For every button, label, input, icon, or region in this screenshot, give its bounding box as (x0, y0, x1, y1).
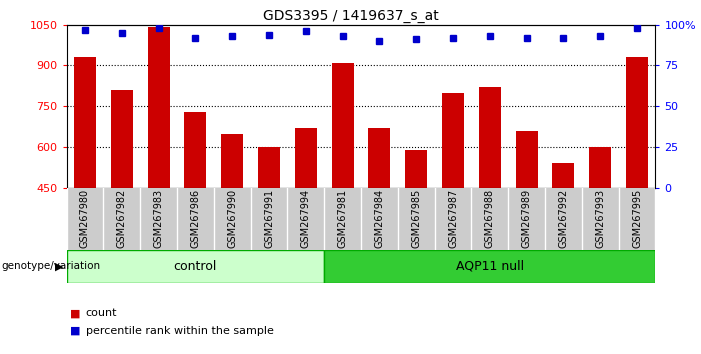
Bar (405, 150, 428, 188)
Text: GSM267992: GSM267992 (559, 189, 569, 248)
Bar (222, 134, 243, 188)
Text: GDS3395 / 1419637_s_at: GDS3395 / 1419637_s_at (263, 9, 438, 23)
Text: GSM267982: GSM267982 (117, 189, 127, 248)
Text: GSM267984: GSM267984 (374, 189, 384, 248)
Bar (324, 250, 655, 283)
Text: ▶: ▶ (55, 261, 63, 272)
Bar (295, 129, 317, 188)
Bar (590, 147, 611, 188)
Bar (332, 63, 354, 188)
Text: genotype/variation: genotype/variation (1, 261, 100, 272)
Text: GSM267985: GSM267985 (411, 189, 421, 248)
Text: count: count (86, 308, 117, 318)
Bar (479, 87, 501, 188)
Bar (369, 129, 390, 188)
Bar (442, 93, 464, 188)
Text: GSM267983: GSM267983 (154, 189, 163, 248)
Text: GSM267994: GSM267994 (301, 189, 311, 248)
Text: GSM267986: GSM267986 (191, 189, 200, 248)
Text: GSM267989: GSM267989 (522, 189, 531, 248)
Text: control: control (174, 260, 217, 273)
Text: ■: ■ (70, 308, 81, 318)
Text: GSM267990: GSM267990 (227, 189, 237, 248)
Bar (111, 90, 133, 188)
Bar (67, 250, 324, 283)
Bar (626, 57, 648, 188)
Text: GSM267987: GSM267987 (448, 189, 458, 248)
Text: ■: ■ (70, 326, 81, 336)
Text: AQP11 null: AQP11 null (456, 260, 524, 273)
Text: percentile rank within the sample: percentile rank within the sample (86, 326, 273, 336)
Bar (258, 147, 280, 188)
Text: GSM267991: GSM267991 (264, 189, 274, 248)
Bar (147, 27, 170, 188)
Bar (184, 112, 207, 188)
Text: GSM267988: GSM267988 (485, 189, 495, 248)
Bar (74, 57, 96, 188)
Bar (552, 163, 575, 188)
Text: GSM267980: GSM267980 (80, 189, 90, 248)
Text: GSM267995: GSM267995 (632, 189, 642, 248)
Bar (516, 131, 538, 188)
Text: GSM267993: GSM267993 (595, 189, 605, 248)
Text: GSM267981: GSM267981 (338, 189, 348, 248)
